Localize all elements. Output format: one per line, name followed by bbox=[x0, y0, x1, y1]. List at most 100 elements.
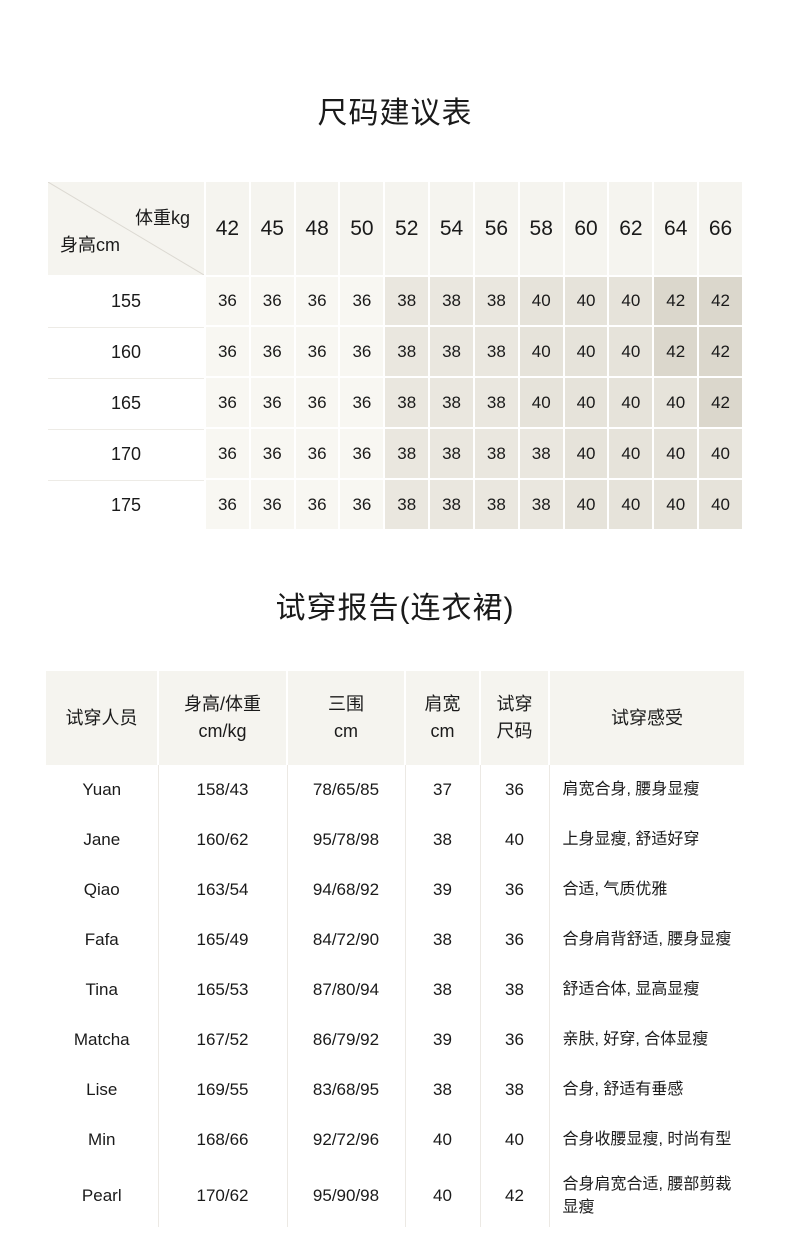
fitter-name-cell: Tina bbox=[46, 965, 159, 1015]
height-cell: 165 bbox=[48, 378, 204, 427]
size-cell: 36 bbox=[250, 429, 294, 478]
measurements-cell: 87/80/94 bbox=[286, 965, 406, 1015]
size-cell: 38 bbox=[519, 429, 563, 478]
size-cell: 40 bbox=[699, 429, 742, 478]
measurements-cell: 84/72/90 bbox=[286, 915, 406, 965]
size-cell: 42 bbox=[699, 378, 742, 427]
size-cell: 36 bbox=[250, 480, 294, 529]
size-cell: 38 bbox=[519, 480, 563, 529]
size-cell: 40 bbox=[609, 378, 653, 427]
shoulder-cell: 39 bbox=[404, 1015, 481, 1065]
size-cell: 36 bbox=[250, 378, 294, 427]
fit-report-col-header: 肩宽 cm bbox=[404, 671, 481, 765]
measurements-cell: 86/79/92 bbox=[286, 1015, 406, 1065]
fit-report-row: Qiao 163/54 94/68/92 39 36 合适, 气质优雅 bbox=[46, 865, 744, 915]
measurements-cell: 95/78/98 bbox=[286, 815, 406, 865]
size-cell: 38 bbox=[385, 327, 429, 376]
shoulder-cell: 40 bbox=[404, 1165, 481, 1228]
size-cell: 38 bbox=[474, 480, 518, 529]
size-cell: 40 bbox=[609, 429, 653, 478]
fit-report-col-header-line: 肩宽 bbox=[424, 694, 461, 714]
size-cell: 38 bbox=[474, 378, 518, 427]
size-table-row: 155 36 36 36 36 38 38 38 40 40 40 42 42 bbox=[48, 277, 742, 325]
weight-col-header: 52 bbox=[385, 182, 429, 275]
fit-report-col-header: 试穿感受 bbox=[548, 671, 744, 765]
size-cell: 40 bbox=[564, 277, 608, 325]
measurements-cell: 95/90/98 bbox=[286, 1165, 406, 1228]
weight-col-header: 64 bbox=[654, 182, 698, 275]
diagonal-divider-icon bbox=[48, 182, 204, 275]
fit-report-col-header: 试穿 尺码 bbox=[479, 671, 550, 765]
weight-col-header: 62 bbox=[609, 182, 653, 275]
fit-report-col-header-line: cm bbox=[334, 721, 358, 741]
size-cell: 42 bbox=[699, 277, 742, 325]
size-cell: 38 bbox=[474, 429, 518, 478]
size-table-body: 155 36 36 36 36 38 38 38 40 40 40 42 42 160 36 36 36 36 38… bbox=[48, 277, 742, 529]
size-cell: 36 bbox=[340, 378, 384, 427]
height-cell: 170 bbox=[48, 429, 204, 478]
size-cell: 36 bbox=[295, 480, 339, 529]
height-cell: 160 bbox=[48, 327, 204, 376]
weight-col-header: 54 bbox=[430, 182, 473, 275]
fit-report-col-header-line: 试穿 bbox=[496, 694, 533, 714]
size-cell: 36 bbox=[295, 277, 339, 325]
height-weight-cell: 160/62 bbox=[157, 815, 288, 865]
tried-size-cell: 40 bbox=[479, 1115, 550, 1165]
fit-feeling-cell: 合身, 舒适有垂感 bbox=[548, 1065, 744, 1115]
size-cell: 40 bbox=[564, 429, 608, 478]
size-cell: 42 bbox=[699, 327, 742, 376]
fit-report-header-row: 试穿人员 身高/体重 cm/kg 三围 cm 肩宽 cm 试穿 尺码 试穿感受 bbox=[46, 671, 744, 765]
fit-report-row: Min 168/66 92/72/96 40 40 合身收腰显瘦, 时尚有型 bbox=[46, 1115, 744, 1165]
size-cell: 38 bbox=[430, 429, 473, 478]
size-cell: 42 bbox=[654, 277, 698, 325]
shoulder-cell: 40 bbox=[404, 1115, 481, 1165]
size-table-title: 尺码建议表 bbox=[317, 97, 473, 130]
height-weight-cell: 168/66 bbox=[157, 1115, 288, 1165]
size-cell: 38 bbox=[385, 378, 429, 427]
size-cell: 38 bbox=[474, 327, 518, 376]
height-weight-cell: 165/53 bbox=[157, 965, 288, 1015]
weight-col-header: 56 bbox=[474, 182, 518, 275]
size-cell: 40 bbox=[609, 277, 653, 325]
tried-size-cell: 40 bbox=[479, 815, 550, 865]
size-cell: 36 bbox=[206, 429, 249, 478]
weight-col-header: 58 bbox=[519, 182, 563, 275]
fit-feeling-cell: 合身肩背舒适, 腰身显瘦 bbox=[548, 915, 744, 965]
height-weight-cell: 167/52 bbox=[157, 1015, 288, 1065]
fitter-name-cell: Qiao bbox=[46, 865, 159, 915]
size-cell: 38 bbox=[430, 327, 473, 376]
weight-col-header: 45 bbox=[250, 182, 294, 275]
corner-weight-label: 体重kg bbox=[134, 208, 190, 228]
shoulder-cell: 38 bbox=[404, 1065, 481, 1115]
fit-report-col-header-line: 三围 bbox=[328, 694, 364, 714]
fitter-name-cell: Matcha bbox=[46, 1015, 159, 1065]
fitter-name-cell: Lise bbox=[46, 1065, 159, 1115]
size-cell: 36 bbox=[295, 327, 339, 376]
fit-feeling-cell: 合适, 气质优雅 bbox=[548, 865, 744, 915]
height-weight-cell: 170/62 bbox=[157, 1165, 288, 1228]
size-cell: 40 bbox=[519, 277, 563, 325]
size-cell: 38 bbox=[385, 277, 429, 325]
height-weight-cell: 169/55 bbox=[157, 1065, 288, 1115]
size-cell: 40 bbox=[519, 327, 563, 376]
fit-feeling-cell: 肩宽合身, 腰身显瘦 bbox=[548, 765, 744, 815]
height-weight-cell: 158/43 bbox=[157, 765, 288, 815]
fitter-name-cell: Yuan bbox=[46, 765, 159, 815]
tried-size-cell: 36 bbox=[479, 865, 550, 915]
measurements-cell: 94/68/92 bbox=[286, 865, 406, 915]
fit-report-row: Pearl 170/62 95/90/98 40 42 合身肩宽合适, 腰部剪裁显瘦 bbox=[46, 1165, 744, 1228]
size-cell: 36 bbox=[206, 378, 249, 427]
size-cell: 36 bbox=[340, 429, 384, 478]
size-cell: 36 bbox=[295, 429, 339, 478]
fit-report-col-header: 身高/体重 cm/kg bbox=[157, 671, 288, 765]
weight-col-header: 42 bbox=[206, 182, 249, 275]
size-cell: 38 bbox=[430, 480, 473, 529]
tried-size-cell: 38 bbox=[479, 1065, 550, 1115]
tried-size-cell: 42 bbox=[479, 1165, 550, 1228]
fit-report-body: Yuan 158/43 78/65/85 37 36 肩宽合身, 腰身显瘦 Jane 160/… bbox=[46, 765, 744, 1228]
fitter-name-cell: Jane bbox=[46, 815, 159, 865]
fit-report-col-header: 试穿人员 bbox=[46, 671, 159, 765]
size-table-corner-cell: 体重kg 身高cm bbox=[48, 182, 204, 275]
weight-col-header: 66 bbox=[699, 182, 742, 275]
size-table-row: 170 36 36 36 36 38 38 38 38 40 40 40 40 bbox=[48, 429, 742, 478]
